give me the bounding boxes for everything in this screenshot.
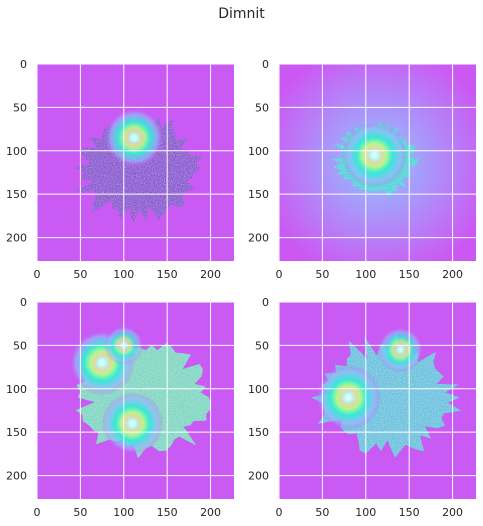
x-tick-label: 150 [157, 268, 178, 281]
x-tick-label: 200 [200, 506, 221, 519]
x-tick-label: 150 [399, 506, 420, 519]
panel-bottom-left: 0 50 100 150 200 0 50 100 150 200 [6, 296, 234, 519]
y-tick-label: 0 [20, 296, 27, 309]
y-tick-label: 0 [262, 296, 269, 309]
x-tick-label: 0 [276, 506, 283, 519]
x-tick-label: 50 [73, 268, 87, 281]
hotspot-core-0 [336, 385, 360, 410]
panel-bottom-right: 0 50 100 150 200 0 50 100 150 200 [248, 296, 476, 519]
heatmap-image [279, 302, 476, 499]
y-tick-label: 200 [6, 232, 27, 245]
x-tick-label: 100 [355, 506, 376, 519]
panels: 0 50 100 150 200 0 50 100 150 200 0 50 100 150 200 0 50 1… [6, 58, 476, 519]
y-tick-label: 200 [6, 470, 27, 483]
y-tick-label: 100 [6, 145, 27, 158]
x-tick-label: 50 [73, 506, 87, 519]
x-tick-label: 50 [315, 268, 329, 281]
hotspot-core-0 [362, 143, 387, 167]
heatmap-image [37, 302, 234, 499]
y-tick-label: 100 [248, 145, 269, 158]
y-tick-label: 150 [248, 188, 269, 201]
hotspot-core-1 [121, 412, 144, 435]
x-tick-label: 50 [315, 506, 329, 519]
panel-top-left: 0 50 100 150 200 0 50 100 150 200 [6, 58, 234, 281]
y-tick-label: 0 [20, 58, 27, 71]
x-tick-label: 0 [34, 268, 41, 281]
hotspot-core-1 [392, 341, 409, 358]
x-tick-label: 100 [113, 506, 134, 519]
y-tick-label: 200 [248, 232, 269, 245]
x-tick-label: 150 [399, 268, 420, 281]
panel-top-right: 0 50 100 150 200 0 50 100 150 200 [248, 58, 476, 281]
x-tick-label: 200 [200, 268, 221, 281]
y-tick-label: 150 [6, 426, 27, 439]
y-tick-label: 50 [255, 339, 269, 352]
y-tick-label: 100 [248, 383, 269, 396]
hotspot-core-0 [123, 127, 145, 149]
x-tick-label: 200 [442, 506, 463, 519]
y-tick-label: 50 [13, 101, 27, 114]
y-tick-label: 50 [13, 339, 27, 352]
y-tick-label: 0 [262, 58, 269, 71]
x-tick-label: 0 [34, 506, 41, 519]
figure-title: Dimnit [218, 6, 265, 22]
heatmap-image [279, 64, 476, 261]
y-tick-label: 200 [248, 470, 269, 483]
x-tick-label: 100 [113, 268, 134, 281]
x-tick-label: 100 [355, 268, 376, 281]
heatmap-image [37, 64, 234, 261]
x-tick-label: 150 [157, 506, 178, 519]
y-tick-label: 50 [255, 101, 269, 114]
y-tick-label: 100 [6, 383, 27, 396]
x-tick-label: 200 [442, 268, 463, 281]
y-tick-label: 150 [248, 426, 269, 439]
x-tick-label: 0 [276, 268, 283, 281]
y-tick-label: 150 [6, 188, 27, 201]
